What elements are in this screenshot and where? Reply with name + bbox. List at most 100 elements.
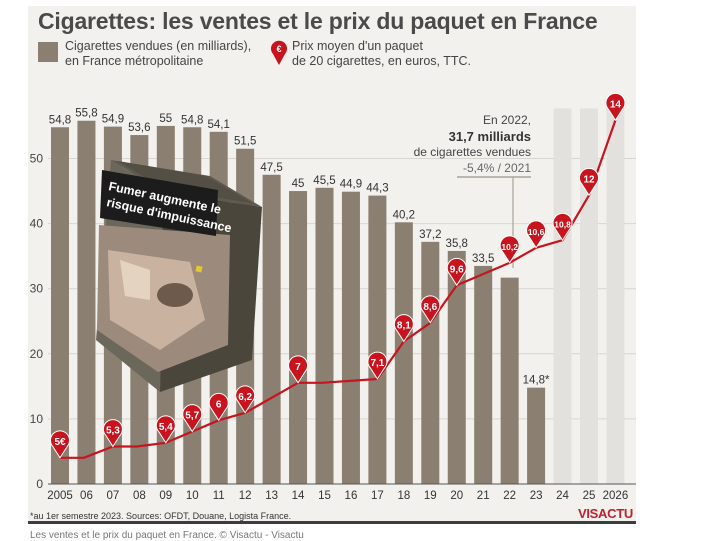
price-marker-label: 7,1: [370, 358, 384, 369]
annotation-line4: -5,4% / 2021: [463, 161, 531, 175]
bar-value-label: 54,9: [102, 114, 124, 126]
legend-euro-icon: €: [276, 44, 281, 54]
y-tick-label: 10: [30, 412, 44, 426]
x-tick-label: 25: [583, 490, 596, 502]
x-tick-label: 22: [503, 490, 516, 502]
bar: [527, 387, 546, 484]
bar-value-label: 45: [292, 178, 305, 190]
bar-value-label: 45,5: [313, 175, 335, 187]
price-marker-label: 12: [583, 174, 595, 185]
x-tick-label: 13: [265, 490, 278, 502]
y-tick-label: 30: [30, 282, 44, 296]
legend-bars-line1: Cigarettes vendues (en milliards),: [65, 39, 252, 53]
bar-value-label: 54,8: [181, 114, 203, 126]
bottom-rule: [28, 521, 636, 524]
price-marker-label: 5€: [54, 437, 66, 448]
price-marker-label: 5,4: [159, 422, 173, 433]
bar: [421, 241, 440, 484]
price-marker: 9,6: [446, 257, 467, 287]
y-tick-label: 40: [30, 217, 44, 231]
bar: [77, 120, 96, 484]
bar-value-label: 14,8*: [523, 375, 550, 387]
bar: [368, 195, 387, 484]
bar-value-label: 44,9: [340, 179, 362, 191]
price-marker-label: 6,2: [238, 392, 252, 403]
bar: [289, 191, 308, 485]
x-tick-label: 24: [556, 490, 569, 502]
x-tick-label: 2005: [47, 490, 73, 502]
price-marker: 7: [288, 355, 309, 384]
price-marker: 14: [605, 92, 626, 122]
annotation-line3: de cigarettes vendues: [414, 145, 531, 159]
price-marker: 5,3: [102, 419, 123, 448]
image-caption: Les ventes et le prix du paquet en Franc…: [30, 530, 304, 541]
bar-value-label: 35,8: [446, 238, 468, 250]
x-tick-label: 12: [239, 490, 252, 502]
x-tick-label: 11: [213, 490, 225, 502]
y-tick-label: 50: [30, 152, 44, 166]
x-tick-label: 14: [292, 490, 305, 502]
bar-value-label: 54,1: [208, 119, 230, 131]
x-tick-label: 21: [477, 490, 490, 502]
source-footnote: *au 1er semestre 2023. Sources: OFDT, Do…: [30, 511, 292, 521]
price-marker-label: 10,6: [528, 227, 545, 237]
y-tick-label: 20: [30, 347, 44, 361]
y-tick-label: 0: [36, 477, 43, 491]
x-tick-label: 08: [133, 490, 146, 502]
legend-price-marker: €: [271, 40, 287, 65]
price-marker-label: 5,7: [185, 411, 199, 422]
price-marker: 12: [579, 167, 599, 197]
bar-placeholder: [580, 108, 598, 485]
price-marker-label: 14: [610, 99, 622, 110]
x-tick-label: 20: [450, 490, 463, 502]
price-marker: 8,6: [420, 295, 441, 324]
bar-placeholder: [606, 108, 625, 485]
bar-value-label: 54,8: [49, 114, 71, 126]
x-tick-label: 23: [530, 490, 543, 502]
bar-value-label: 51,5: [234, 136, 256, 148]
price-marker-label: 10,8: [554, 219, 571, 229]
price-marker-label: 8,6: [423, 302, 437, 313]
bar: [447, 250, 466, 484]
bar: [500, 277, 519, 484]
price-marker: 6,2: [235, 385, 256, 414]
price-marker: 10,8: [552, 212, 573, 242]
bar-value-label: 55: [159, 113, 172, 125]
bar-value-label: 47,5: [260, 162, 282, 174]
price-marker-label: 6: [216, 399, 222, 410]
x-tick-label: 15: [318, 490, 331, 502]
bar: [341, 191, 360, 485]
bar-value-label: 55,8: [75, 108, 97, 120]
bar: [394, 222, 413, 484]
legend-bars-line2: en France métropolitaine: [65, 54, 204, 68]
bar-value-label: 40,2: [393, 209, 415, 221]
x-tick-label: 17: [371, 490, 384, 502]
price-marker: 7,1: [367, 351, 388, 380]
x-tick-label: 19: [424, 490, 437, 502]
price-marker-label: 9,6: [450, 264, 464, 275]
price-marker-label: 8,1: [397, 321, 411, 332]
bar: [262, 174, 281, 484]
bar-value-label: 44,3: [366, 183, 388, 195]
bar: [51, 127, 69, 484]
bar: [474, 265, 493, 484]
bar-value-label: 33,5: [472, 253, 494, 265]
price-marker-label: 5,3: [106, 426, 120, 437]
price-marker-label: 7: [295, 362, 301, 373]
bar: [315, 187, 334, 485]
chart-title: Cigarettes: les ventes et le prix du paq…: [38, 8, 598, 34]
x-tick-label: 06: [80, 490, 93, 502]
cigarette-pack-illustration: Fumer augmente le risque d'impuissance: [96, 160, 262, 392]
price-marker: 5,4: [155, 415, 176, 444]
price-marker: 8,1: [393, 314, 414, 343]
brand-logo: VISACTU: [578, 506, 633, 521]
price-marker: 10,6: [526, 220, 547, 249]
x-tick-label: 07: [107, 490, 120, 502]
bar-value-label: 37,2: [419, 229, 441, 241]
price-marker: 10,2: [499, 235, 520, 264]
legend-bars-swatch: [38, 42, 58, 62]
bar-placeholder: [553, 108, 572, 485]
price-marker: 5€: [50, 430, 70, 459]
x-tick-label: 09: [159, 490, 172, 502]
